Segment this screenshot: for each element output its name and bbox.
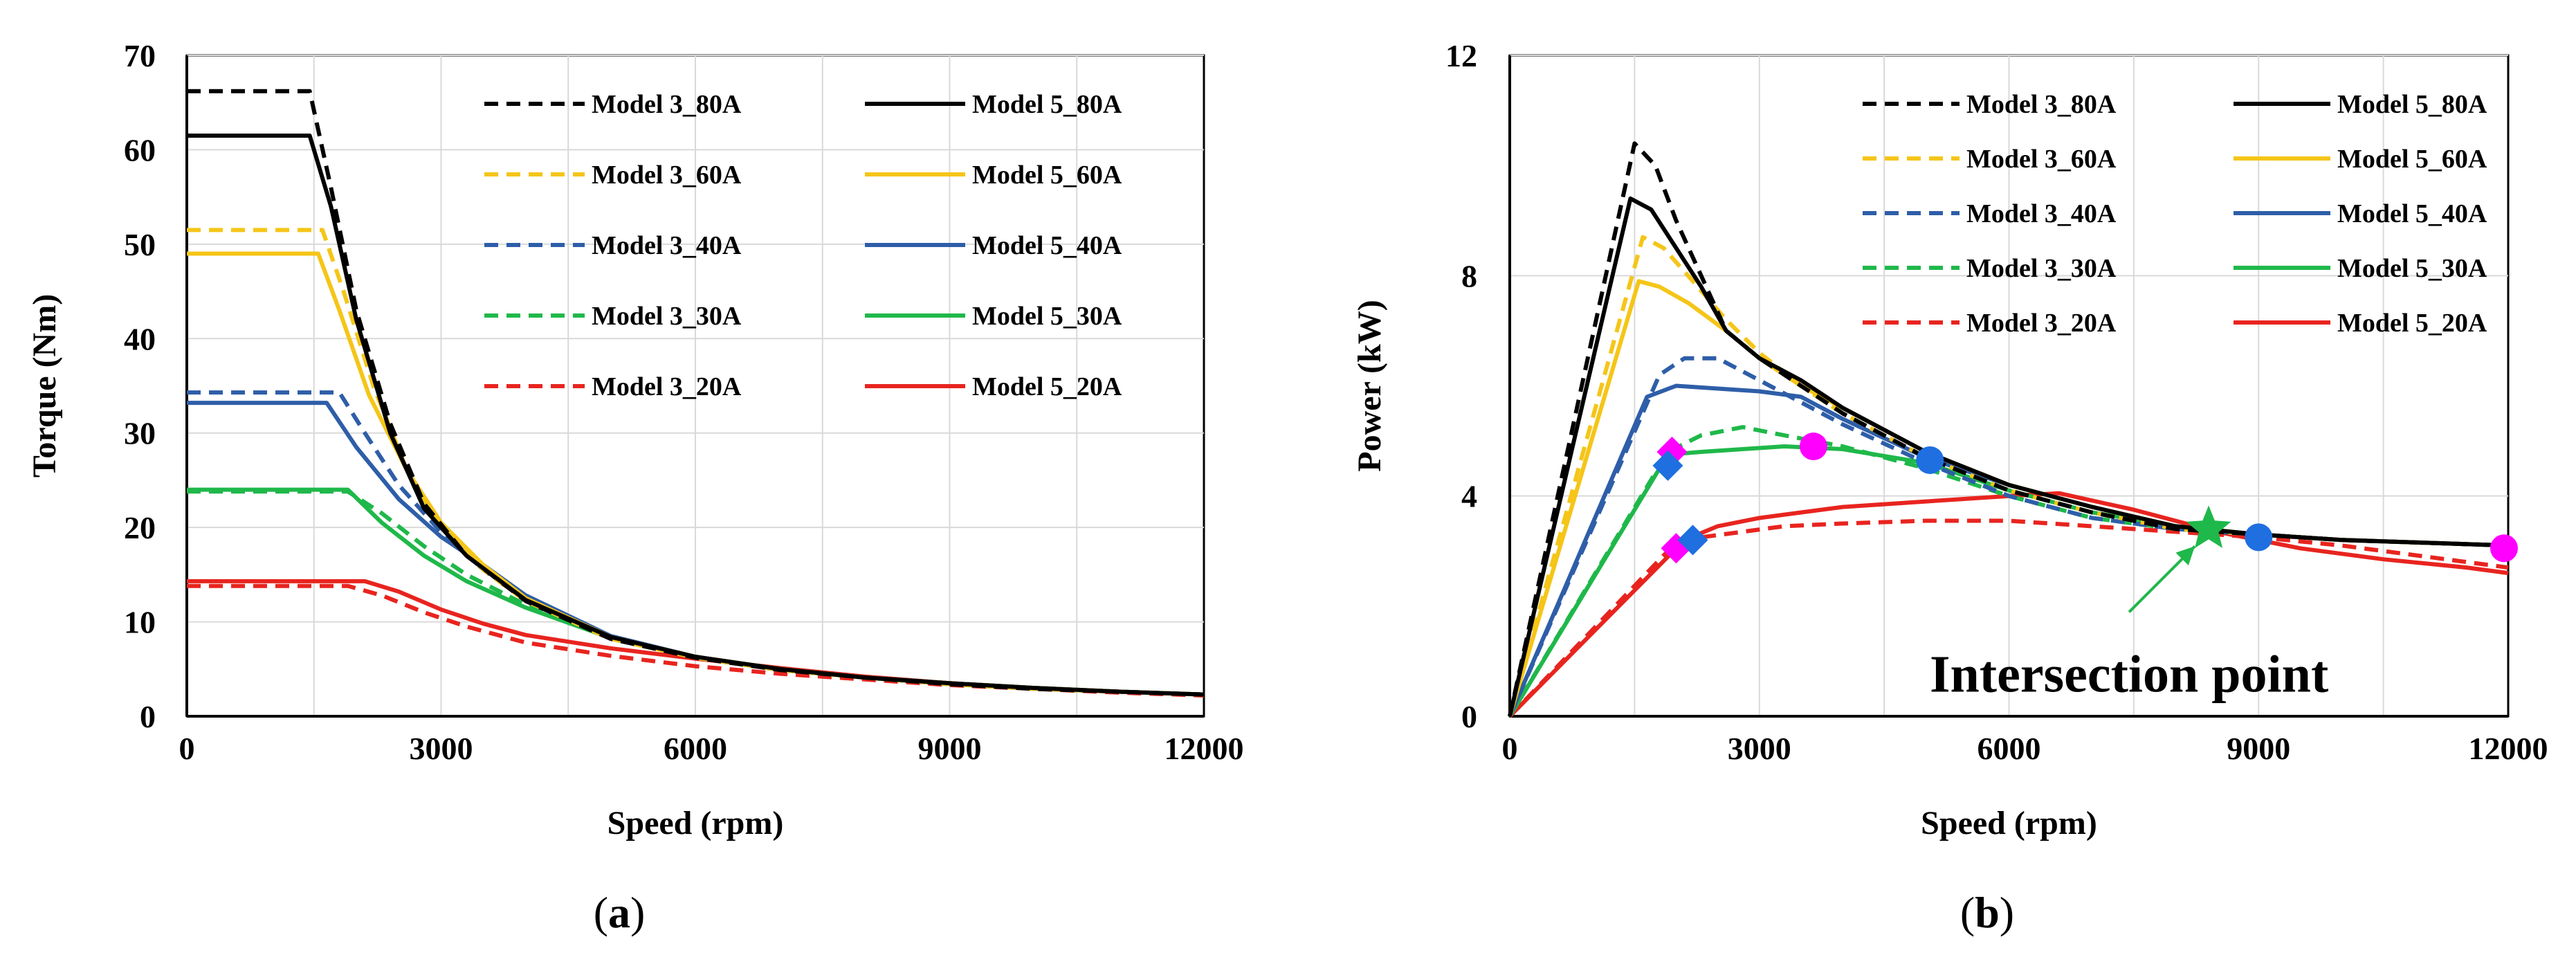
legend-label-model-3-40a: Model 3_40A [592,231,742,260]
legend-label-model-3-20a: Model 3_20A [592,372,742,401]
x-tick-label: 0 [1502,731,1518,766]
y-tick-label: 40 [124,321,156,356]
x-tick-label: 3000 [410,731,473,766]
x-axis-title: Speed (rpm) [1921,805,2097,842]
y-tick-label: 0 [1461,699,1477,734]
panel-caption: (a) [594,888,646,937]
y-axis-title: Power (kW) [1351,300,1388,471]
y-tick-label: 60 [124,132,156,167]
marker-circle [2245,523,2273,552]
series-line-model-3-80a [1508,141,2509,717]
legend-label-model-5-30a: Model 5_30A [972,302,1122,331]
legend-label-model-5-60a: Model 5_60A [972,161,1122,190]
x-tick-label: 9000 [2227,731,2290,766]
legend-label-model-3-60a: Model 3_60A [1966,145,2117,174]
y-tick-label: 0 [140,699,156,734]
x-tick-label: 9000 [918,731,982,766]
y-tick-label: 70 [124,38,156,73]
marker-diamond [1652,450,1683,481]
y-tick-label: 12 [1445,38,1477,73]
caption-letter: a [608,888,630,937]
y-tick-label: 10 [124,605,156,640]
legend-label-model-5-20a: Model 5_20A [972,372,1122,401]
legend-label-model-3-60a: Model 3_60A [592,161,742,190]
x-tick-label: 3000 [1728,731,1791,766]
power-chart: 0 3000 6000 9000 12000 0 4 8 12 Speed (rpm) Power … [1351,38,2548,937]
legend-label-model-5-80a: Model 5_80A [2337,90,2487,119]
y-tick-label: 50 [124,227,156,262]
y-axis-title: Torque (Nm) [26,294,63,478]
marker-circle [1916,446,1944,474]
legend-label-model-5-40a: Model 5_40A [972,231,1122,260]
legend-label-model-3-30a: Model 3_30A [1966,254,2117,283]
torque-chart: 0 3000 6000 9000 12000 0 10 20 30 40 50 60 70 Speed (… [26,38,1244,937]
x-tick-label: 6000 [664,731,727,766]
legend-label-model-5-80a: Model 5_80A [972,90,1122,119]
x-tick-label: 6000 [1977,731,2041,766]
caption-letter: b [1975,888,2000,937]
x-tick-label: 12000 [1164,731,1244,766]
legend-label-model-5-40a: Model 5_40A [2337,199,2487,228]
legend-label-model-3-20a: Model 3_20A [1966,309,2117,338]
y-tick-label: 20 [124,510,156,545]
legend-label-model-5-30a: Model 5_30A [2337,254,2487,283]
x-tick-label: 12000 [2469,731,2548,766]
caption-paren: ) [630,888,645,937]
legend: Model 3_80A Model 5_80A Model 3_60A Model 5… [484,90,1122,401]
caption-paren: ) [2000,888,2014,937]
caption-paren: ( [1960,888,1975,937]
legend-label-model-5-60a: Model 5_60A [2337,145,2487,174]
y-tick-label: 30 [124,416,156,451]
legend-label-model-3-80a: Model 3_80A [592,90,742,119]
marker-circle [1799,433,1827,461]
panel-caption: (b) [1960,888,2014,937]
legend-label-model-3-40a: Model 3_40A [1966,199,2117,228]
x-axis-title: Speed (rpm) [608,805,784,842]
legend-label-model-3-80a: Model 3_80A [1966,90,2117,119]
annotation-text: Intersection point [1930,645,2328,703]
series-line-model-3-20a [1508,518,2509,718]
legend: Model 3_80A Model 5_80A Model 3_60A Model 5… [1863,90,2487,338]
y-tick-label: 8 [1461,258,1477,293]
marker-circle [2490,534,2518,563]
legend-label-model-5-20a: Model 5_20A [2337,309,2487,338]
series-line-model-3-80a [187,89,1205,697]
legend-label-model-3-30a: Model 3_30A [592,302,742,331]
caption-paren: ( [594,888,608,937]
y-tick-label: 4 [1461,479,1477,514]
annotation-arrow-head [2175,546,2195,565]
marker-star [2186,505,2231,548]
marker-diamond [1677,525,1708,556]
x-tick-label: 0 [179,731,195,766]
